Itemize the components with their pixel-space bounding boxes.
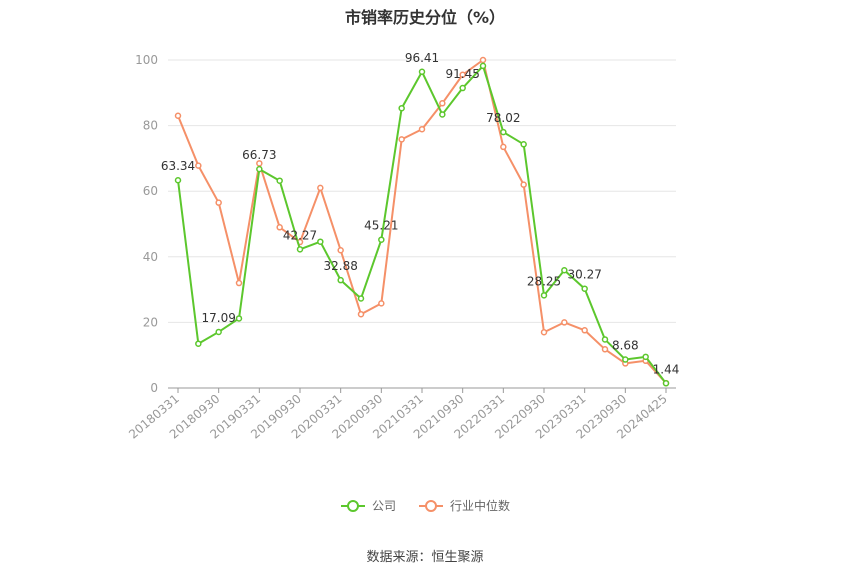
data-point-industry [500,143,507,151]
legend-marker-industry [419,499,443,512]
legend: 公司 行业中位数 [0,497,850,514]
legend-item-company[interactable]: 公司 [340,497,396,514]
data-point-industry [317,184,324,192]
data-label: 28.25 [527,274,561,288]
data-point-industry [459,71,466,79]
data-point-industry [235,279,243,287]
data-point-company [296,246,304,253]
data-label: 63.34 [161,159,195,173]
data-labels: 63.34 17.09 66.73 42.27 32.88 45.21 96.41 91.45… [161,51,680,377]
data-point-industry [337,246,344,254]
y-tick-label: 20 [143,315,158,329]
data-point-industry [418,125,426,133]
data-point-company [418,68,426,76]
series-line-company [177,64,667,384]
y-tick-label: 80 [143,119,158,133]
data-point-industry [174,112,182,120]
legend-label-company: 公司 [371,499,396,513]
data-point-company [622,356,629,363]
data-point-company [662,380,670,387]
data-point-company [378,236,385,243]
data-point-industry [601,346,609,353]
data-point-industry [215,199,222,206]
legend-item-industry[interactable]: 行业中位数 [418,497,510,514]
data-point-industry [256,160,263,167]
data-source: 数据来源：恒生聚源 [366,550,484,565]
y-tick-label: 60 [143,184,158,198]
y-tick-label: 0 [150,381,158,395]
data-point-industry [520,181,527,188]
data-label: 78.02 [486,111,520,125]
data-point-company [479,62,487,70]
data-point-industry [276,224,283,231]
data-label: 42.27 [283,228,317,242]
data-point-company [459,84,466,92]
chart-title: 市销率历史分位（%） [344,8,506,27]
data-point-industry [581,327,588,334]
data-point-company [642,353,649,361]
data-point-company [174,176,182,184]
data-label: 17.09 [201,311,235,325]
data-point-industry [357,310,365,318]
data-point-company [195,340,202,347]
y-tick-label: 40 [143,250,158,264]
data-point-company [235,315,243,322]
legend-marker-company [340,499,365,512]
data-point-industry [479,56,487,64]
data-point-company [601,336,609,343]
data-point-company [520,141,527,148]
data-point-company [276,177,283,184]
y-axis-ticks: 0 20 40 60 80 100 [135,53,158,395]
data-label: 66.73 [242,148,276,162]
data-point-company [540,292,548,299]
grid-lines [168,59,676,323]
data-label: 91.45 [445,67,479,81]
legend-label-industry: 行业中位数 [450,499,511,513]
data-label: 30.27 [567,268,601,282]
y-tick-label: 100 [135,53,158,67]
data-point-industry [398,136,405,143]
data-point-company [398,104,405,112]
series-lines [174,56,670,387]
data-label: 96.41 [405,51,439,65]
data-point-company [439,111,446,118]
data-point-industry [561,319,568,326]
data-point-company [561,266,568,274]
data-point-company [215,328,222,336]
data-point-company [337,276,344,284]
data-point-company [581,285,588,292]
data-point-industry [378,300,385,307]
x-axis-ticks: 2018033120180930201903312019093020200331… [126,388,670,442]
data-label: 32.88 [323,259,357,273]
data-point-industry [540,328,548,336]
data-point-industry [195,162,202,169]
data-label: 45.21 [364,219,398,233]
data-point-company [256,165,263,173]
data-point-company [357,295,365,302]
data-point-industry [439,100,446,107]
data-label: 1.44 [653,362,680,376]
data-point-company [500,128,507,136]
data-label: 8.68 [612,339,639,353]
data-point-company [317,238,324,245]
